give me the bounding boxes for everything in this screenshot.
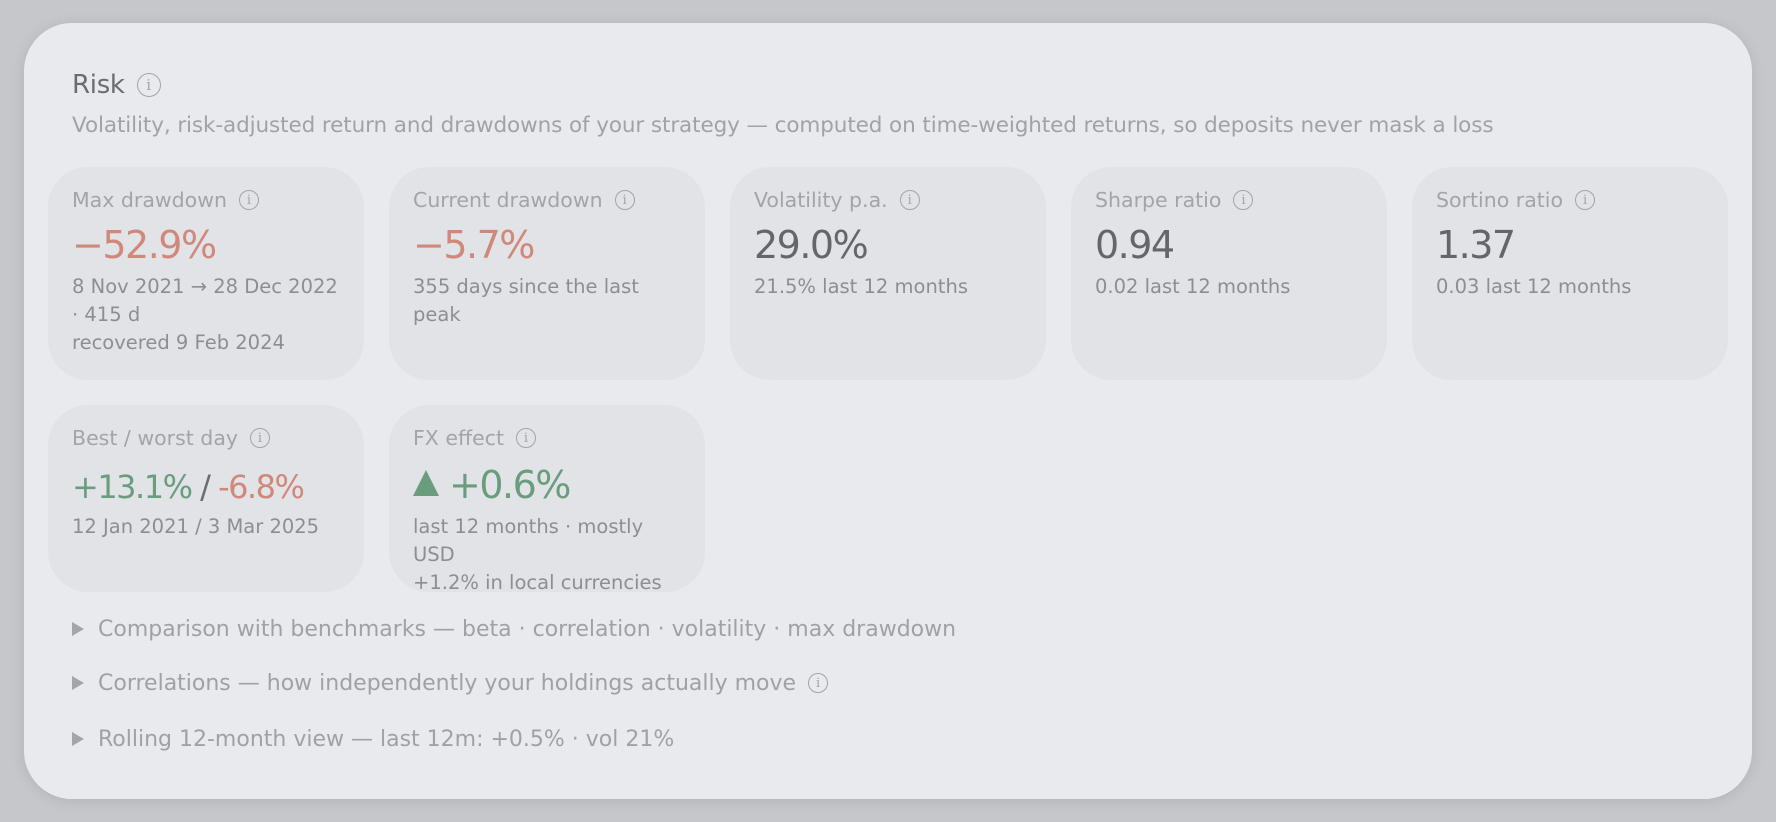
info-icon[interactable]: i bbox=[136, 73, 161, 97]
volatility-card: Volatility p.a. i 29.0% 21.5% last 12 mo… bbox=[730, 167, 1046, 380]
card-label: Current drawdown bbox=[413, 188, 603, 212]
worst-day-value: -6.8% bbox=[218, 468, 305, 506]
disclosure-label: Comparison with benchmarks — beta · corr… bbox=[98, 616, 957, 642]
volatility-value: 29.0% bbox=[754, 223, 869, 267]
disclosure-caret-icon bbox=[72, 622, 84, 636]
panel-subtitle: Volatility, risk-adjusted return and dra… bbox=[72, 113, 1494, 138]
risk-panel: Risk i Volatility, risk-adjusted return … bbox=[24, 23, 1752, 799]
info-icon[interactable]: i bbox=[808, 673, 829, 693]
rolling-disclosure[interactable]: Rolling 12-month view — last 12m: +0.5% … bbox=[72, 722, 674, 756]
sharpe-card: Sharpe ratio i 0.94 0.02 last 12 months bbox=[1071, 167, 1387, 380]
best-worst-dates: 12 Jan 2021 / 3 Mar 2025 bbox=[72, 515, 320, 538]
best-day-value: +13.1% bbox=[72, 468, 193, 506]
max-drawdown-card: Max drawdown i −52.9% 8 Nov 2021 → 28 De… bbox=[48, 167, 364, 380]
max-drawdown-recovery: recovered 9 Feb 2024 bbox=[72, 331, 285, 354]
fx-effect-value-row: +0.6% bbox=[413, 463, 681, 507]
disclosure-caret-icon bbox=[72, 676, 84, 690]
fx-effect-local-note: +1.2% in local currencies bbox=[413, 571, 662, 594]
title-row: Risk i bbox=[72, 65, 1712, 105]
info-icon[interactable]: i bbox=[250, 428, 271, 448]
card-label-row: Best / worst day i bbox=[72, 423, 340, 453]
card-label: Best / worst day bbox=[72, 426, 239, 450]
sortino-note: 0.03 last 12 months bbox=[1436, 275, 1632, 298]
risk-header: Risk i Volatility, risk-adjusted return … bbox=[72, 65, 1712, 138]
card-label-row: Sharpe ratio i bbox=[1095, 185, 1363, 215]
info-icon[interactable]: i bbox=[1233, 190, 1254, 210]
triangle-up-icon bbox=[413, 470, 439, 496]
sharpe-note: 0.02 last 12 months bbox=[1095, 275, 1291, 298]
sortino-card: Sortino ratio i 1.37 0.03 last 12 months bbox=[1412, 167, 1728, 380]
card-label-row: FX effect i bbox=[413, 423, 681, 453]
volatility-note: 21.5% last 12 months bbox=[754, 275, 968, 298]
info-icon[interactable]: i bbox=[516, 428, 537, 448]
best-worst-value: +13.1% / -6.8% bbox=[72, 467, 340, 507]
correlations-disclosure[interactable]: Correlations — how independently your ho… bbox=[72, 666, 829, 700]
card-label: Sharpe ratio bbox=[1095, 188, 1222, 212]
card-label-row: Current drawdown i bbox=[413, 185, 681, 215]
fx-effect-card: FX effect i +0.6% last 12 months · mostl… bbox=[389, 405, 705, 594]
card-label-row: Max drawdown i bbox=[72, 185, 340, 215]
card-label: Sortino ratio bbox=[1436, 188, 1564, 212]
info-icon[interactable]: i bbox=[1575, 190, 1596, 210]
best-worst-day-card: Best / worst day i +13.1% / -6.8% 12 Jan… bbox=[48, 405, 364, 592]
card-label: Volatility p.a. bbox=[754, 188, 888, 212]
disclosure-label: Correlations — how independently your ho… bbox=[98, 670, 797, 696]
info-icon[interactable]: i bbox=[899, 190, 920, 210]
disclosure-label: Rolling 12-month view — last 12m: +0.5% … bbox=[98, 726, 675, 752]
fx-effect-note: last 12 months · mostly USD bbox=[413, 515, 644, 566]
sharpe-value: 0.94 bbox=[1095, 223, 1175, 267]
value-separator: / bbox=[200, 468, 211, 506]
card-label: Max drawdown bbox=[72, 188, 227, 212]
disclosure-caret-icon bbox=[72, 732, 84, 746]
card-label-row: Sortino ratio i bbox=[1436, 185, 1704, 215]
current-drawdown-card: Current drawdown i −5.7% 355 days since … bbox=[389, 167, 705, 380]
info-icon[interactable]: i bbox=[614, 190, 635, 210]
benchmarks-disclosure[interactable]: Comparison with benchmarks — beta · corr… bbox=[72, 612, 956, 646]
max-drawdown-period: 8 Nov 2021 → 28 Dec 2022 · 415 d bbox=[72, 275, 338, 326]
current-drawdown-note: 355 days since the last peak bbox=[413, 275, 639, 326]
fx-effect-value: +0.6% bbox=[449, 463, 571, 507]
panel-title: Risk bbox=[72, 70, 125, 100]
card-label-row: Volatility p.a. i bbox=[754, 185, 1022, 215]
sortino-value: 1.37 bbox=[1436, 223, 1516, 267]
card-label: FX effect bbox=[413, 426, 505, 450]
info-icon[interactable]: i bbox=[238, 190, 259, 210]
max-drawdown-value: −52.9% bbox=[72, 223, 217, 267]
current-drawdown-value: −5.7% bbox=[413, 223, 535, 267]
